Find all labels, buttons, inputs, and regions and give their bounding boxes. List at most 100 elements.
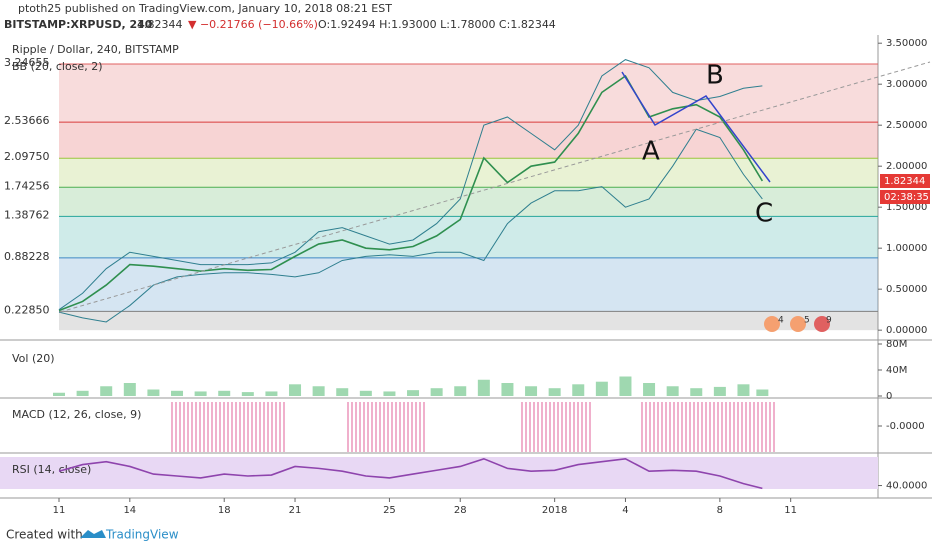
fib-band — [59, 122, 879, 159]
annotation: A — [642, 137, 660, 167]
event-badges: 4 5 9 — [764, 316, 832, 332]
volume-bar — [713, 386, 726, 396]
x-tick-label: 21 — [289, 505, 302, 516]
fib-label: 2.09750 — [4, 150, 50, 163]
x-tick-label: 14 — [123, 505, 136, 516]
footer-created: Created with — [6, 528, 83, 542]
footer-brand[interactable]: TradingView — [105, 528, 179, 542]
rsi-band — [0, 457, 878, 489]
fib-label: 0.88228 — [4, 250, 50, 263]
price-tag — [880, 174, 930, 188]
fib-label: 3.24655 — [4, 56, 50, 69]
price-line — [58, 74, 764, 312]
y-tick-label: 80M — [886, 339, 907, 350]
pane-title: RSI (14, close) — [12, 463, 91, 476]
volume-bar — [690, 388, 703, 396]
y-tick-label: 2.50000 — [886, 120, 927, 131]
x-tick-label: 18 — [218, 505, 231, 516]
fib-label: 2.53666 — [4, 114, 50, 127]
y-tick-label: 2.00000 — [886, 161, 927, 172]
fib-band — [59, 187, 879, 217]
volume-bar — [53, 392, 66, 396]
volume-bar — [289, 384, 302, 396]
y-tick-label: 40M — [886, 365, 907, 376]
volume-bar — [359, 390, 372, 396]
countdown-tag — [880, 190, 930, 204]
volume-bar — [383, 391, 396, 396]
fib-label: 1.74256 — [4, 179, 50, 192]
pane-subtitle: BB (20, close, 2) — [12, 60, 103, 73]
y-tick-label: 3.50000 — [886, 38, 927, 49]
symbol: BITSTAMP:XRPUSD, 240 — [4, 18, 153, 31]
fib-label: 1.38762 — [4, 208, 50, 221]
price-tag-label: 1.82344 — [884, 176, 925, 187]
volume-bar — [501, 383, 514, 396]
x-tick-label: 4 — [622, 505, 628, 516]
y-tick-label: 1.50000 — [886, 202, 927, 213]
volume-bar — [477, 379, 490, 396]
annotation: B — [706, 61, 724, 91]
fib-band — [59, 216, 879, 258]
x-tick-label: 25 — [383, 505, 396, 516]
volume-bar — [171, 390, 184, 396]
y-tick-label: 40.0000 — [886, 481, 927, 492]
badge: 4 — [778, 316, 784, 326]
plot-area: 3.24655 2.53666 2.09750 1.74256 1.38762 0.882… — [0, 35, 932, 516]
volume-bar — [666, 386, 679, 396]
volume-bar — [756, 389, 769, 396]
volume-bar — [454, 386, 467, 396]
volume-bar — [218, 390, 231, 396]
y-tick-label: 0.50000 — [886, 284, 927, 295]
x-tick-label: 11 — [53, 505, 66, 516]
fib-band — [59, 63, 879, 123]
price: 1.82344 — [137, 18, 183, 31]
volume-bar — [548, 388, 561, 396]
pane-title: MACD (12, 26, close, 9) — [12, 408, 141, 421]
volume-bar — [737, 384, 750, 396]
rsi-line — [58, 457, 763, 490]
fib-band — [59, 311, 879, 331]
volume-bar — [147, 389, 160, 396]
trend-line — [59, 61, 931, 313]
volume-bar — [595, 381, 608, 396]
fib-band — [59, 257, 879, 312]
volume-bar — [430, 388, 443, 396]
publisher: ptoth25 published on TradingView.com, Ja… — [18, 2, 392, 15]
abc-pattern — [621, 71, 771, 183]
y-tick-label: -0.0000 — [886, 421, 925, 432]
volume-bar — [100, 386, 113, 396]
y-tick-label: 0 — [886, 391, 892, 402]
bollinger-band — [58, 128, 763, 323]
volume-bar — [525, 386, 538, 396]
pane-title: Ripple / Dollar, 240, BITSTAMP — [12, 43, 179, 56]
annotation: C — [755, 199, 773, 229]
badge: 5 — [804, 316, 810, 326]
logo — [80, 530, 106, 538]
countdown-label: 02:38:35 — [884, 192, 929, 203]
volume-bar — [76, 390, 89, 396]
x-tick-label: 2018 — [542, 505, 567, 516]
y-tick-label: 1.00000 — [886, 243, 927, 254]
change: ▼ −0.21766 (−10.66%) — [188, 18, 318, 31]
volume-bar — [619, 376, 632, 396]
volume-bar — [265, 391, 278, 396]
badge: 9 — [826, 316, 832, 326]
x-tick-label: 11 — [784, 505, 797, 516]
x-tick-label: 28 — [454, 505, 467, 516]
volume-bar — [241, 392, 254, 396]
y-tick-label: 0.00000 — [886, 325, 927, 336]
ohlc: O:1.92494 H:1.93000 L:1.78000 C:1.82344 — [318, 18, 556, 31]
y-tick-label: 3.00000 — [886, 79, 927, 90]
x-tick-label: 8 — [717, 505, 723, 516]
volume-bar — [572, 384, 585, 396]
volume-bar — [643, 383, 656, 396]
volume-bar — [123, 383, 136, 396]
volume-bar — [312, 386, 325, 396]
pane-title: Vol (20) — [12, 352, 55, 365]
fib-label: 0.22850 — [4, 303, 50, 316]
volume-bar — [194, 391, 207, 396]
bollinger-band — [58, 59, 763, 311]
volume-bar — [336, 388, 349, 396]
volume-bar — [407, 390, 420, 396]
